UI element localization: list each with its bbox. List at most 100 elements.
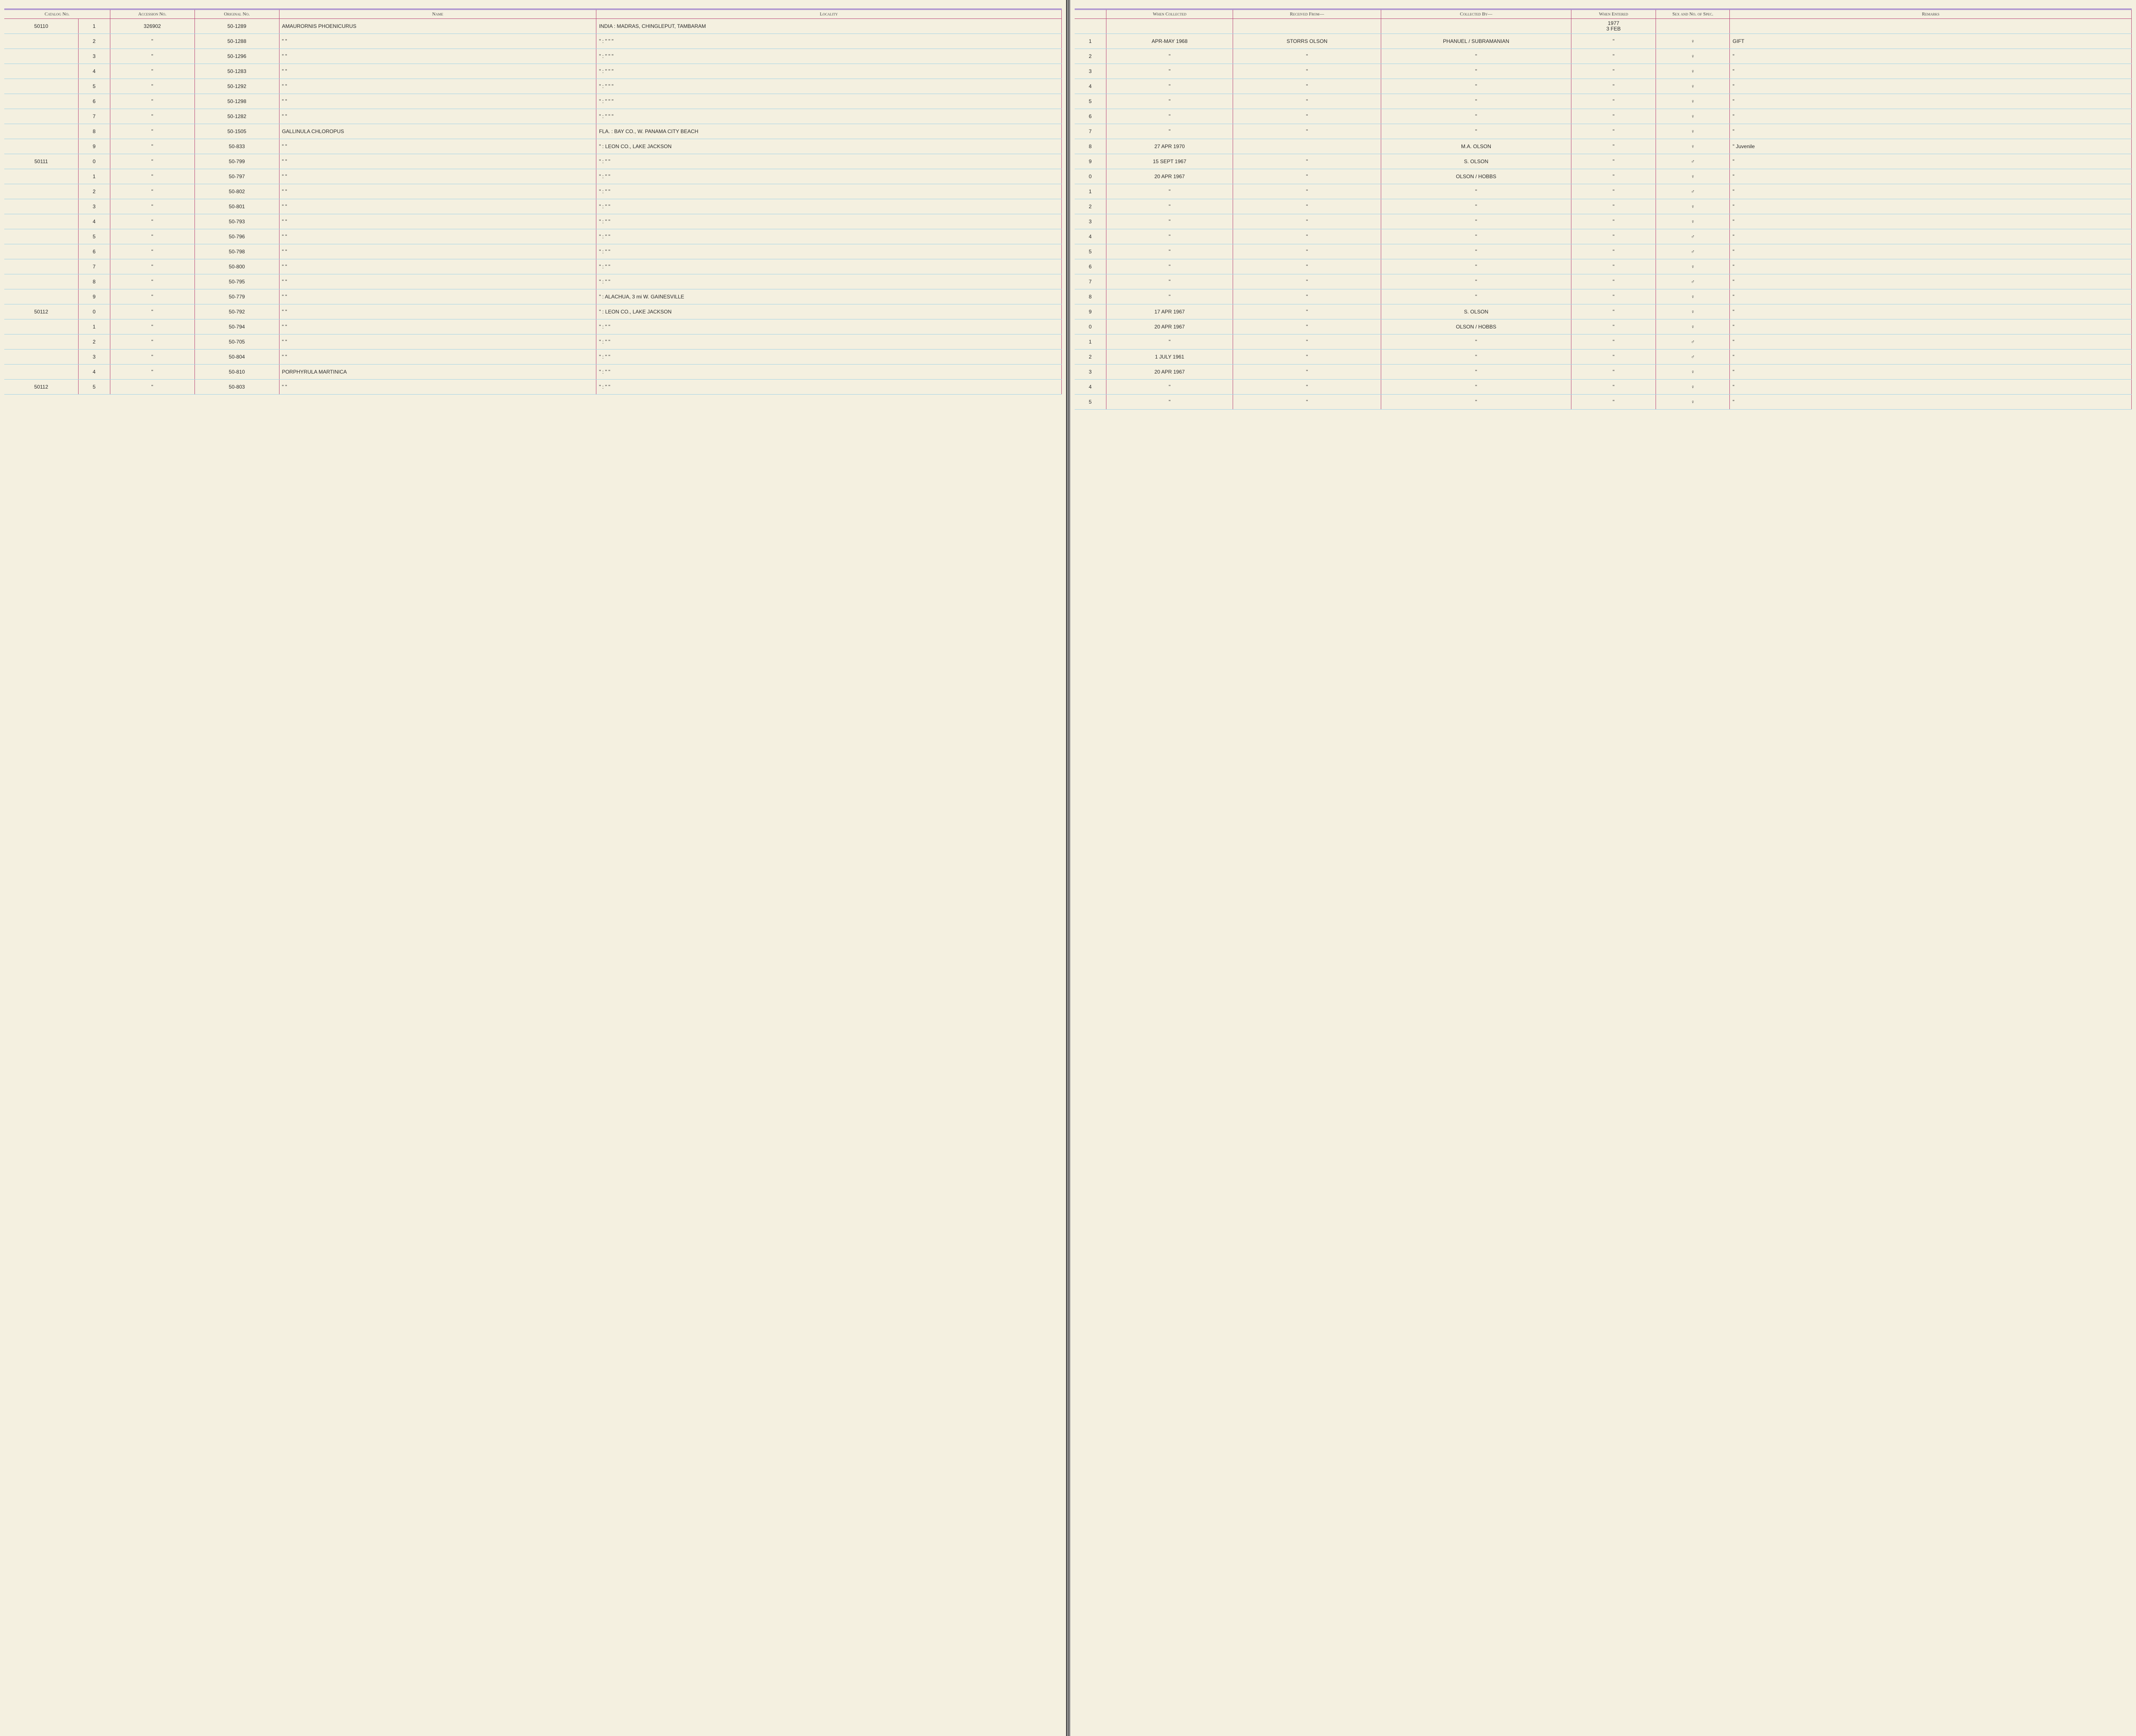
original-no: 50-1505 bbox=[194, 124, 279, 139]
row-index: 4 bbox=[1075, 229, 1106, 244]
remarks: " bbox=[1730, 350, 2132, 365]
accession-no: " bbox=[110, 94, 194, 109]
collected-by: " bbox=[1381, 94, 1571, 109]
received-from: " bbox=[1233, 319, 1381, 334]
table-row: 501125"50-803" "" : " " bbox=[4, 380, 1061, 395]
when-collected: " bbox=[1106, 244, 1233, 259]
original-no: 50-792 bbox=[194, 304, 279, 319]
when-entered: " bbox=[1571, 395, 1656, 410]
remarks: " bbox=[1730, 154, 2132, 169]
row-index: 7 bbox=[1075, 124, 1106, 139]
sex-spec: ♂ bbox=[1656, 184, 1730, 199]
table-row: 5""""♂" bbox=[1075, 244, 2132, 259]
locality: " : " " bbox=[596, 154, 1061, 169]
remarks: " bbox=[1730, 380, 2132, 395]
specimen-name: " " bbox=[279, 244, 596, 259]
sex-spec: ♀ bbox=[1656, 94, 1730, 109]
sex-spec: ♀ bbox=[1656, 199, 1730, 214]
when-collected: " bbox=[1106, 49, 1233, 64]
table-row: 1"50-797" "" : " " bbox=[4, 169, 1061, 184]
original-no: 50-810 bbox=[194, 365, 279, 380]
collected-by: " bbox=[1381, 124, 1571, 139]
row-index: 6 bbox=[1075, 259, 1106, 274]
accession-no: " bbox=[110, 229, 194, 244]
specimen-name: " " bbox=[279, 274, 596, 289]
received-from: " bbox=[1233, 350, 1381, 365]
sex-spec: ♀ bbox=[1656, 109, 1730, 124]
sex-spec: ♂ bbox=[1656, 274, 1730, 289]
accession-no: " bbox=[110, 199, 194, 214]
when-collected: 20 APR 1967 bbox=[1106, 365, 1233, 380]
locality: " : " " " bbox=[596, 34, 1061, 49]
remarks: " bbox=[1730, 79, 2132, 94]
sex-spec: ♀ bbox=[1656, 49, 1730, 64]
locality: " : ALACHUA, 3 mi W. GAINESVILLE bbox=[596, 289, 1061, 304]
collected-by: " bbox=[1381, 79, 1571, 94]
sex-spec: ♀ bbox=[1656, 380, 1730, 395]
row-index: 2 bbox=[1075, 350, 1106, 365]
received-from: " bbox=[1233, 169, 1381, 184]
accession-no: " bbox=[110, 334, 194, 350]
collected-by: OLSON / HOBBS bbox=[1381, 319, 1571, 334]
collected-by: " bbox=[1381, 289, 1571, 304]
catalog-sub: 5 bbox=[78, 380, 110, 395]
remarks: " bbox=[1730, 395, 2132, 410]
col-when-entered: When Entered bbox=[1571, 9, 1656, 19]
locality: " : " " bbox=[596, 319, 1061, 334]
table-row: 4""""♀" bbox=[1075, 380, 2132, 395]
catalog-big bbox=[4, 289, 78, 304]
row-index: 4 bbox=[1075, 79, 1106, 94]
remarks: " bbox=[1730, 319, 2132, 334]
book-gutter bbox=[1067, 0, 1070, 1736]
catalog-sub: 3 bbox=[78, 199, 110, 214]
when-collected: APR-MAY 1968 bbox=[1106, 34, 1233, 49]
specimen-name: " " bbox=[279, 334, 596, 350]
when-collected: " bbox=[1106, 274, 1233, 289]
table-row: 020 APR 1967"OLSON / HOBBS"♀" bbox=[1075, 169, 2132, 184]
table-row: 2""""♀" bbox=[1075, 199, 2132, 214]
catalog-sub: 4 bbox=[78, 64, 110, 79]
when-entered: " bbox=[1571, 365, 1656, 380]
received-from: " bbox=[1233, 289, 1381, 304]
received-from: " bbox=[1233, 304, 1381, 319]
original-no: 50-799 bbox=[194, 154, 279, 169]
when-entered: " bbox=[1571, 139, 1656, 154]
catalog-big bbox=[4, 259, 78, 274]
remarks: " bbox=[1730, 274, 2132, 289]
specimen-name: " " bbox=[279, 64, 596, 79]
locality: INDIA : MADRAS, CHINGLEPUT, TAMBARAM bbox=[596, 19, 1061, 34]
left-header: Catalog No. Accession No. Original No. N… bbox=[4, 9, 1061, 19]
specimen-name: " " bbox=[279, 94, 596, 109]
catalog-big: 50112 bbox=[4, 380, 78, 395]
remarks: " bbox=[1730, 169, 2132, 184]
catalog-sub: 8 bbox=[78, 274, 110, 289]
when-collected: " bbox=[1106, 199, 1233, 214]
sex-spec: ♀ bbox=[1656, 365, 1730, 380]
catalog-sub: 0 bbox=[78, 304, 110, 319]
catalog-big: 50110 bbox=[4, 19, 78, 34]
sex-spec: ♀ bbox=[1656, 289, 1730, 304]
when-entered: " bbox=[1571, 214, 1656, 229]
table-row: 917 APR 1967"S. OLSON"♀" bbox=[1075, 304, 2132, 319]
locality: " : " " bbox=[596, 334, 1061, 350]
when-entered: " bbox=[1571, 124, 1656, 139]
date-entered-cell: 1977 3 FEB bbox=[1571, 19, 1656, 34]
original-no: 50-1288 bbox=[194, 34, 279, 49]
original-no: 50-800 bbox=[194, 259, 279, 274]
accession-no: " bbox=[110, 289, 194, 304]
accession-no: " bbox=[110, 49, 194, 64]
table-row: 5""""♀" bbox=[1075, 94, 2132, 109]
catalog-sub: 9 bbox=[78, 139, 110, 154]
collected-by: S. OLSON bbox=[1381, 304, 1571, 319]
when-entered: " bbox=[1571, 289, 1656, 304]
catalog-sub: 4 bbox=[78, 365, 110, 380]
catalog-big: 50111 bbox=[4, 154, 78, 169]
collected-by: " bbox=[1381, 229, 1571, 244]
sex-spec: ♀ bbox=[1656, 214, 1730, 229]
when-collected: " bbox=[1106, 380, 1233, 395]
catalog-big bbox=[4, 334, 78, 350]
collected-by: " bbox=[1381, 64, 1571, 79]
accession-no: " bbox=[110, 350, 194, 365]
sex-spec: ♂ bbox=[1656, 334, 1730, 350]
locality: " : " " " bbox=[596, 79, 1061, 94]
